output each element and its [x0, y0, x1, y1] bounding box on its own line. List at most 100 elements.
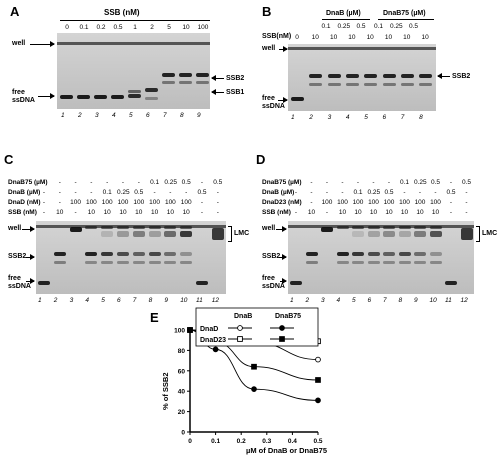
panel-b-ssb-smear	[419, 83, 433, 86]
ssb-smear	[132, 261, 145, 264]
panel-c-ssb2-label: SSB2	[8, 253, 27, 260]
panel-a-well-arrow	[30, 41, 55, 47]
panel-c-wells	[36, 225, 226, 228]
condition-value: 0.25	[367, 189, 381, 196]
condition-value: 10	[354, 209, 362, 216]
ssb2-band	[383, 252, 395, 256]
panel-d-wells	[288, 225, 474, 228]
lmc-band	[460, 228, 473, 240]
condition-value: -	[294, 179, 298, 186]
panel-a-lane-number: 3	[95, 112, 99, 119]
ssb-smear	[305, 261, 318, 264]
condition-value: 0.1	[353, 189, 363, 196]
panel-a-free-band	[145, 97, 158, 100]
well-band	[429, 226, 442, 229]
panel-a-ssb2-band	[196, 73, 209, 77]
panel-d-lane-number: 6	[367, 297, 372, 304]
panel-a-letter: A	[10, 4, 20, 19]
dnad-well-band	[69, 227, 82, 232]
condition-value: 10	[385, 209, 393, 216]
panel-a-ssb1-label: SSB1	[226, 89, 245, 96]
panel-b-dnab75-rule	[378, 19, 434, 20]
condition-value: -	[106, 179, 109, 186]
condition-value: 0.25	[414, 179, 427, 186]
well-band	[132, 226, 145, 229]
condition-value: -	[449, 199, 453, 206]
panel-b-lane-number: 2	[309, 114, 313, 121]
lmc-band	[180, 231, 193, 237]
condition-value: 0.5	[384, 189, 394, 196]
condition-value: 0.5	[446, 189, 456, 196]
condition-value: 100	[149, 199, 161, 206]
panel-d-lane-number: 12	[460, 297, 468, 304]
panel-b-ssb2-band	[309, 74, 323, 78]
panel-b-well-arrow	[279, 46, 288, 52]
free-ssdna-band	[290, 281, 302, 285]
condition-value: 100	[117, 199, 129, 206]
ssb2-band	[132, 252, 145, 256]
chart-legend: DnaB DnaB75 DnaD DnaD23	[195, 307, 319, 347]
panel-b-ssb-value: 10	[384, 34, 393, 41]
panel-b-wells	[288, 47, 436, 50]
panel-b-ssb2-band	[345, 74, 359, 78]
condition-value: -	[294, 199, 298, 206]
panel-c-letter: C	[4, 152, 14, 167]
condition-value: 100	[321, 199, 333, 206]
ssb-smear	[101, 261, 114, 264]
ssb-smear	[336, 261, 349, 264]
panel-a-free-ssdna-label: free ssDNA	[12, 89, 35, 104]
condition-value: -	[325, 179, 329, 186]
well-band	[414, 226, 426, 229]
data-point	[212, 346, 219, 353]
panel-a-title: SSB (nM)	[104, 8, 140, 17]
ssb2-band	[398, 252, 411, 256]
panel-c-lane-number: 8	[148, 297, 153, 304]
panel-b-ssb2-band	[382, 74, 396, 78]
panel-c-lane-number: 5	[101, 297, 105, 304]
ssb-smear	[429, 261, 442, 264]
ssb-smear	[398, 261, 411, 264]
panel-a-ssb1-arrow	[211, 89, 224, 95]
panel-a-free-arrow	[38, 93, 55, 99]
panel-c-lane-number: 3	[69, 297, 74, 304]
chart-y-axis-label: % of SSB2	[161, 372, 170, 410]
y-tick-label: 40	[178, 389, 186, 396]
ssb2-band	[180, 252, 193, 256]
y-tick-label: 20	[178, 409, 186, 416]
panel-d-ssb2-label: SSB2	[262, 253, 281, 260]
panel-b-dnab-rule	[322, 19, 370, 20]
condition-value: -	[74, 189, 77, 196]
panel-b-conc-value: 0.25	[390, 23, 403, 30]
condition-label: SSB (nM)	[8, 209, 37, 216]
panel-b-letter: B	[262, 4, 272, 19]
panel-c-lane-number: 9	[164, 297, 169, 304]
panel-b-ssb-value: 10	[366, 34, 374, 41]
chart-x-axis-label: µM of DnaB or DnaB75	[246, 446, 327, 455]
panel-b-ssb2-arrow	[437, 73, 450, 79]
condition-value: -	[310, 199, 313, 206]
free-ssdna-band	[38, 281, 50, 285]
condition-value: 100	[352, 199, 364, 206]
ssb2-band	[117, 252, 129, 256]
condition-label: DnaB (µM)	[262, 189, 295, 196]
ssb2-band	[305, 252, 318, 256]
panel-c-lmc-label: LMC	[234, 230, 250, 237]
ssb2-band	[336, 252, 349, 256]
panel-d-well-label: well	[262, 225, 276, 232]
panel-d-well-arrow	[276, 226, 287, 232]
condition-value: -	[449, 209, 453, 216]
legend-row-dnad: DnaD	[200, 326, 218, 333]
well-band	[398, 226, 411, 229]
x-tick-label: 0.2	[237, 438, 246, 445]
panel-d-lane-number: 11	[445, 297, 452, 304]
panel-a-ssb-value: 0.1	[79, 24, 89, 31]
ssb2-band	[53, 252, 66, 256]
panel-b-ssb-smear	[400, 83, 414, 86]
condition-value: -	[356, 179, 360, 186]
panel-b-ssb-value: 0	[295, 34, 299, 41]
panel-c-ssb2-arrow	[26, 254, 35, 260]
legend-marker	[237, 325, 243, 331]
condition-value: 0.1	[150, 179, 160, 186]
panel-a-free-band	[60, 95, 73, 99]
panel-d-free-ssdna-label: free ssDNA	[262, 275, 285, 290]
